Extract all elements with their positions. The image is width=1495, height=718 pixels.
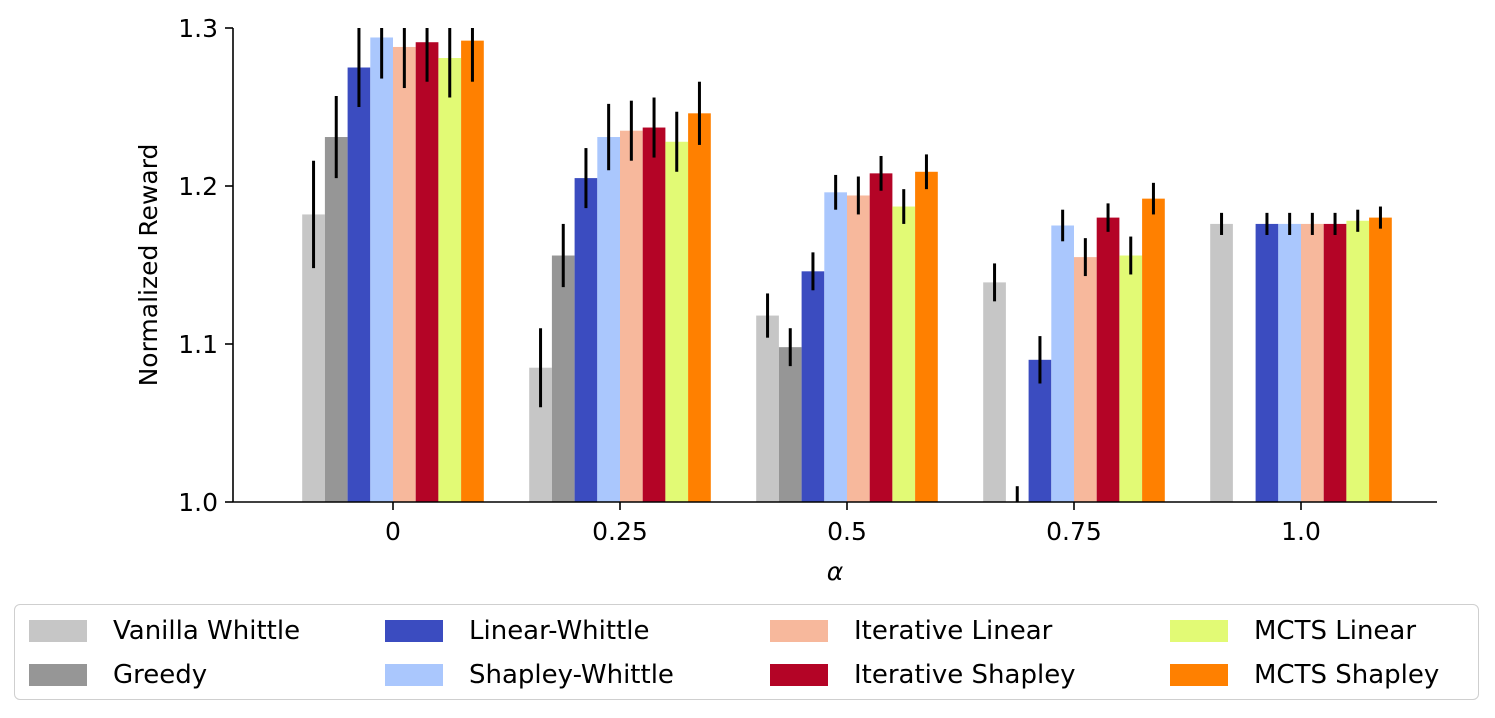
y-tick-label: 1.0 [178,488,218,517]
bar-1.0-shapley-whittle [1278,223,1301,503]
bar-0.75-iterative-shapley [1096,217,1120,502]
bar-0.75-linear-whittle [1028,359,1052,502]
bar-0.25-iterative-shapley [642,127,666,502]
bar-1.0-mcts-shapley [1369,217,1392,502]
x-tick-label: 0.25 [592,517,648,546]
bar-0.25-greedy [551,255,575,502]
legend-label: MCTS Shapley [1254,660,1440,690]
bar-0.25-mcts-shapley [688,113,711,502]
legend-label: Vanilla Whittle [113,616,301,646]
bar-0.5-shapley-whittle [824,192,847,502]
y-axis-label: Normalized Reward [134,144,163,387]
legend: Vanilla Whittle Greedy Linear-Whittle Shapl… [14,604,1479,700]
legend-swatch [1170,664,1228,686]
legend-label: Iterative Linear [854,616,1053,646]
axes-layer [232,28,1437,503]
bar-0.5-greedy [778,347,802,502]
bar-0-mcts-shapley [461,40,484,502]
y-tick-label: 1.2 [178,172,218,201]
bar-0-iterative-linear [393,46,416,503]
bar-0.5-mcts-linear [892,206,916,503]
legend-swatch [770,664,828,686]
legend-item: Shapley-Whittle [385,653,674,697]
legend-item: Greedy [29,653,207,697]
bar-0-greedy [324,137,348,502]
bar-0.5-iterative-linear [847,195,870,503]
x-tick-label: 0 [385,517,401,546]
bar-0.75-mcts-linear [1119,255,1143,502]
bar-0.25-iterative-linear [620,130,643,502]
legend-item: Iterative Linear [770,609,1052,653]
legend-label: Linear-Whittle [469,616,650,646]
bar-0-iterative-shapley [415,42,439,502]
legend-item: MCTS Shapley [1170,653,1439,697]
bar-0.75-iterative-linear [1074,257,1097,502]
legend-item: Vanilla Whittle [29,609,300,653]
bar-0.75-mcts-shapley [1142,198,1165,502]
bar-chart: 1.0 1.1 1.2 1.3 0 0.25 0.5 0.75 1.0 Normalized R… [134,14,1437,586]
legend-label: MCTS Linear [1254,616,1417,646]
error-bars-layer [312,28,1382,502]
legend-swatch [385,620,443,642]
legend-item: MCTS Linear [1170,609,1416,653]
bar-1.0-linear-whittle [1255,223,1279,503]
legend-swatch [29,664,87,686]
legend-label: Greedy [113,660,208,690]
bar-0.25-vanilla-whittle [529,367,552,502]
legend-item: Linear-Whittle [385,609,650,653]
bar-1.0-iterative-linear [1301,223,1324,503]
bar-0.75-vanilla-whittle [983,282,1006,502]
legend-swatch [385,664,443,686]
x-axis-label: α [827,557,844,586]
bar-0-mcts-linear [438,58,462,503]
legend-swatch [29,620,87,642]
x-tick-label: 0.5 [827,517,867,546]
bar-0-vanilla-whittle [302,214,325,502]
bar-0-linear-whittle [347,67,371,502]
y-tick-label: 1.1 [178,330,218,359]
bar-0.25-shapley-whittle [597,137,620,502]
bars-layer [302,37,1392,503]
bar-0.5-linear-whittle [801,271,825,502]
legend-swatch [1170,620,1228,642]
bar-0.75-shapley-whittle [1051,225,1074,502]
x-tick-label: 0.75 [1046,517,1102,546]
legend-label: Shapley-Whittle [469,660,674,690]
legend-item: Iterative Shapley [770,653,1076,697]
bar-1.0-vanilla-whittle [1210,223,1233,503]
ticks-layer: 1.0 1.1 1.2 1.3 0 0.25 0.5 0.75 1.0 [178,14,1321,546]
bar-0.25-linear-whittle [574,178,598,502]
bar-1.0-mcts-linear [1346,220,1370,502]
legend-swatch [770,620,828,642]
bar-1.0-iterative-shapley [1323,223,1347,503]
bar-0.5-iterative-shapley [869,173,893,503]
bar-0-shapley-whittle [370,37,393,502]
bar-0.5-mcts-shapley [915,171,938,502]
y-tick-label: 1.3 [178,14,218,43]
bar-0.5-vanilla-whittle [756,315,779,502]
x-tick-label: 1.0 [1281,517,1321,546]
legend-label: Iterative Shapley [854,660,1076,690]
bar-0.25-mcts-linear [665,141,689,502]
